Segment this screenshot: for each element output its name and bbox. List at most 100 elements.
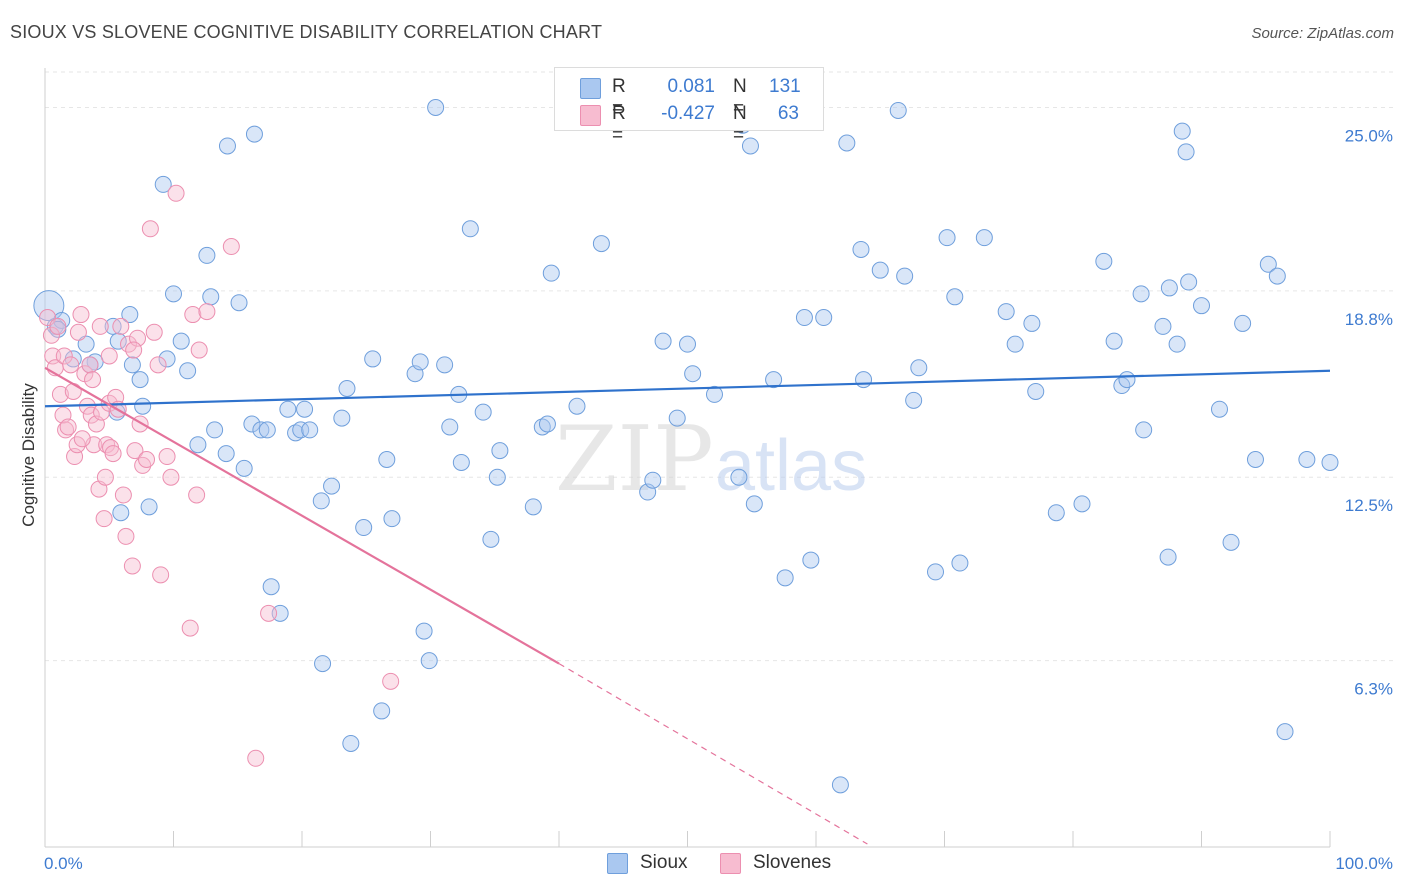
- slovene-point: [141, 220, 159, 238]
- sioux-point: [245, 125, 263, 143]
- sioux-point: [1222, 533, 1240, 551]
- sioux-point: [230, 294, 248, 312]
- sioux-point: [355, 519, 373, 537]
- sioux-point: [420, 652, 438, 670]
- series-slovenes: [39, 184, 400, 767]
- sioux-point: [235, 459, 253, 477]
- sioux-swatch: [580, 78, 601, 99]
- legend-n-value: 131: [769, 76, 801, 97]
- watermark-atlas: atlas: [715, 426, 867, 506]
- slovene-point: [123, 557, 141, 575]
- slovene-point: [149, 356, 167, 374]
- sioux-point: [927, 563, 945, 581]
- sioux-point: [951, 554, 969, 572]
- slovene-point: [91, 317, 109, 335]
- slovene-trend-line: [44, 366, 560, 665]
- slovene-point: [64, 382, 82, 400]
- sioux-point: [292, 421, 310, 439]
- sioux-point: [165, 285, 182, 303]
- sioux-point: [644, 471, 662, 489]
- slovene-point: [117, 527, 135, 545]
- sioux-point: [1177, 143, 1195, 161]
- sioux-point: [271, 604, 289, 622]
- slovene-point: [260, 604, 278, 622]
- sioux-point: [705, 385, 723, 403]
- sioux-point: [1276, 723, 1294, 741]
- sioux-point: [852, 240, 870, 258]
- sioux-point: [765, 371, 783, 389]
- sioux-point: [323, 477, 341, 495]
- sioux-point: [668, 409, 686, 427]
- slovene-point: [84, 371, 102, 389]
- sioux-point: [373, 702, 391, 720]
- sioux-point: [1321, 453, 1339, 471]
- sioux-point: [838, 134, 856, 152]
- sioux-point: [889, 101, 907, 119]
- series-sioux: [33, 98, 1339, 794]
- sioux-point: [482, 530, 500, 548]
- sioux-point: [474, 403, 492, 421]
- sioux-point: [905, 391, 923, 409]
- slovene-point: [162, 468, 180, 486]
- slovene-point: [57, 421, 75, 439]
- sioux-point: [1246, 451, 1264, 468]
- sioux-point: [1095, 252, 1113, 270]
- legend-n-label: N =: [733, 103, 747, 146]
- sioux-point: [910, 359, 928, 377]
- sioux-point: [871, 261, 889, 279]
- sioux-point: [1234, 314, 1252, 332]
- sioux-point: [1160, 279, 1178, 297]
- y-tick-label: 18.8%: [1345, 310, 1393, 329]
- sioux-point: [1023, 314, 1041, 332]
- sioux-point: [1259, 255, 1277, 273]
- slovene-point: [382, 672, 400, 690]
- sioux-point: [121, 306, 139, 324]
- sioux-point: [679, 335, 696, 353]
- slovene-point: [96, 468, 114, 486]
- sioux-point: [415, 622, 433, 640]
- sioux-point: [109, 332, 127, 350]
- slovene-point: [81, 356, 99, 374]
- slovene-point: [184, 306, 202, 324]
- sioux-point: [189, 436, 207, 454]
- sioux-point: [301, 421, 319, 439]
- slovene-swatch: [720, 853, 741, 874]
- sioux-point: [741, 137, 759, 155]
- legend-r-label: R =: [612, 76, 626, 119]
- bottom-legend-label: Sioux: [640, 852, 688, 873]
- sioux-point: [1006, 335, 1024, 353]
- slovene-point: [145, 323, 163, 341]
- slovene-point: [152, 566, 170, 584]
- sioux-point: [938, 229, 956, 247]
- source-label: Source: ZipAtlas.com: [1251, 25, 1394, 42]
- slovene-point: [198, 303, 216, 321]
- slovene-point: [62, 356, 80, 374]
- sioux-point: [730, 468, 748, 486]
- y-tick-label: 25.0%: [1345, 126, 1393, 145]
- slovene-trend-extension: [558, 663, 868, 845]
- gridlines: [45, 71, 1395, 662]
- sioux-point: [112, 504, 130, 522]
- slovene-point: [49, 317, 67, 335]
- sioux-point: [1168, 335, 1186, 353]
- sioux-point: [684, 365, 702, 383]
- sioux-point: [745, 495, 763, 513]
- sioux-point: [441, 418, 459, 436]
- sioux-point: [262, 578, 280, 596]
- sioux-point: [312, 492, 330, 510]
- sioux-point: [538, 415, 556, 433]
- slovene-point: [188, 486, 206, 504]
- sioux-point: [296, 400, 314, 418]
- sioux-point: [158, 350, 176, 368]
- watermark-zip: ZIP: [555, 407, 714, 512]
- sioux-point: [279, 400, 297, 418]
- bottom-legend-label: Slovenes: [753, 852, 832, 873]
- sioux-point: [1073, 495, 1091, 513]
- sioux-point: [524, 498, 542, 516]
- sioux-point: [1180, 273, 1198, 291]
- sioux-point: [896, 267, 914, 285]
- sioux-point: [134, 397, 152, 415]
- slovene-point: [247, 749, 265, 767]
- sioux-point: [855, 371, 873, 389]
